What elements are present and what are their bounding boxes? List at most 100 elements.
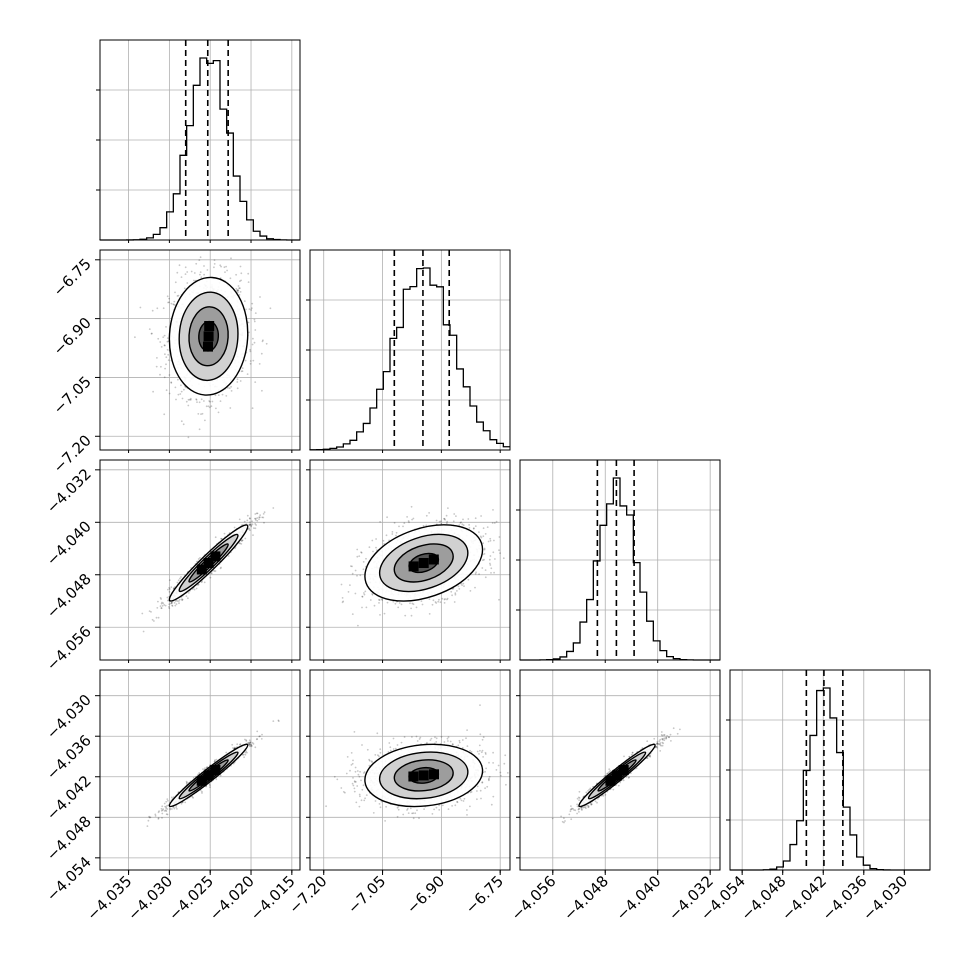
scatter-point [486, 526, 489, 528]
scatter-point [214, 394, 217, 397]
scatter-point [272, 507, 275, 509]
scatter-point [157, 811, 160, 814]
scatter-point [490, 572, 492, 574]
scatter-point [371, 539, 374, 542]
scatter-point [443, 517, 445, 520]
scatter-point [259, 516, 261, 519]
scatter-point [517, 572, 519, 574]
scatter-point [168, 606, 170, 608]
panel-frame [99, 249, 301, 451]
scatter-point [247, 528, 250, 530]
scatter-point [341, 601, 344, 604]
scatter-point [356, 548, 359, 551]
scatter-point [213, 266, 215, 269]
scatter-point [378, 602, 380, 604]
scatter-point [206, 269, 209, 271]
scatter-point [249, 529, 251, 532]
scatter-point [159, 373, 161, 376]
scatter-point [440, 520, 442, 523]
scatter-point [211, 400, 214, 403]
scatter-point [438, 520, 441, 523]
scatter-point [174, 386, 177, 389]
scatter-point [156, 357, 158, 359]
scatter-point [475, 571, 477, 574]
scatter-point [250, 525, 253, 528]
scatter-point [246, 373, 249, 375]
scatter-point [165, 810, 168, 812]
scatter-point [233, 746, 236, 749]
scatter-point [181, 598, 184, 601]
scatter-point [236, 378, 239, 381]
scatter-point [410, 614, 413, 617]
scatter-point [249, 521, 251, 524]
scatter-point [226, 269, 229, 272]
scatter-point [502, 557, 505, 560]
scatter-point [173, 602, 176, 604]
scatter-point [460, 582, 463, 585]
scatter-point [213, 263, 216, 265]
scatter-point [411, 518, 413, 521]
scatter-point [168, 603, 171, 606]
scatter-point [428, 598, 431, 600]
scatter-point [196, 401, 198, 403]
scatter-point [169, 602, 172, 605]
scatter-point [483, 547, 486, 550]
scatter-point [494, 558, 496, 560]
scatter-point [167, 799, 169, 802]
scatter-point [247, 321, 250, 324]
scatter-point [164, 809, 167, 812]
scatter-point [249, 360, 252, 362]
scatter-point [170, 302, 173, 305]
scatter-point [237, 289, 240, 292]
scatter-point [159, 341, 162, 343]
scatter-point [460, 521, 462, 524]
scatter-point [428, 613, 431, 615]
scatter-point [237, 285, 240, 287]
scatter-point [253, 318, 256, 321]
scatter-point [425, 524, 428, 527]
scatter-point [170, 602, 173, 604]
scatter-point [157, 817, 160, 819]
scatter-point [360, 551, 362, 554]
scatter-point [174, 600, 177, 602]
scatter-point [262, 513, 265, 515]
histogram-step-line [519, 477, 720, 661]
scatter-point [169, 588, 171, 590]
scatter-point [357, 624, 359, 627]
scatter-point [483, 548, 486, 551]
scatter-point [375, 538, 377, 540]
scatter-point [358, 555, 361, 557]
scatter-point [206, 766, 209, 768]
scatter-point [178, 598, 181, 601]
scatter-point [407, 520, 410, 522]
scatter-point [488, 558, 491, 561]
scatter-point [398, 525, 400, 528]
scatter-point [180, 576, 182, 578]
scatter-point [474, 525, 477, 527]
scatter-point [157, 337, 160, 340]
scatter-point [250, 745, 253, 748]
density-peak-cell [204, 321, 215, 331]
scatter-point [250, 309, 253, 311]
scatter-point [371, 592, 374, 595]
scatter-point [187, 398, 190, 401]
scatter-point [202, 768, 204, 770]
scatter-point [150, 611, 152, 613]
scatter-point [174, 604, 177, 607]
scatter-point [445, 514, 448, 517]
scatter-point [165, 813, 168, 815]
scatter-point [248, 524, 251, 527]
panel-frame [309, 459, 511, 661]
scatter-point [241, 367, 244, 369]
scatter-point [242, 753, 245, 756]
scatter-point [239, 743, 241, 746]
scatter-point [489, 539, 492, 542]
scatter-point [217, 394, 220, 396]
scatter-point [167, 588, 169, 591]
scatter-point [244, 359, 247, 362]
scatter-point [188, 398, 191, 401]
scatter-point [251, 520, 254, 523]
scatter-point [458, 588, 461, 590]
scatter-point [223, 532, 226, 535]
scatter-point [244, 753, 247, 756]
